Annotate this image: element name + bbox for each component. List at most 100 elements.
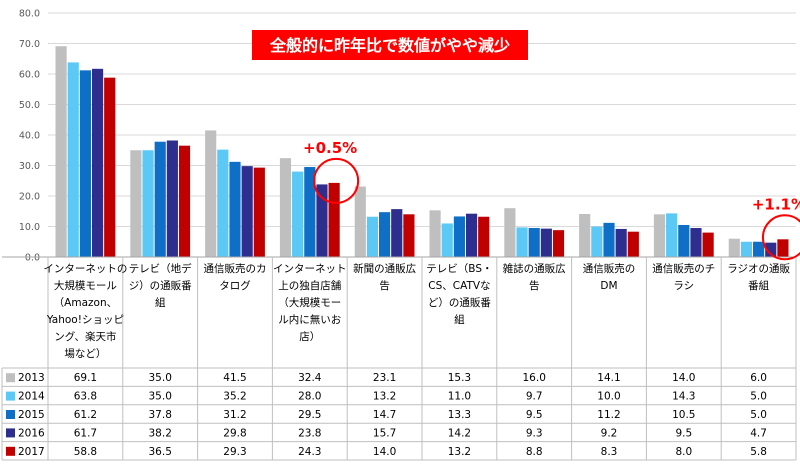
data-label: 8.3 [601, 446, 618, 458]
data-label: 35.0 [149, 391, 172, 403]
bar-2014 [516, 227, 528, 257]
bar-2016 [241, 166, 253, 257]
data-label: 16.0 [523, 372, 546, 384]
bar-2015 [229, 161, 241, 257]
y-tick-label: 20.0 [19, 192, 40, 203]
bar-2017 [253, 167, 265, 257]
bar-2016 [166, 140, 178, 257]
x-tick-label: ど）の通販番 [428, 297, 491, 309]
bar-2017 [328, 182, 340, 257]
bar-2017 [104, 77, 116, 257]
x-tick-label: 通信販売のチ [652, 262, 715, 275]
x-tick-label: 通信販売のカ [204, 262, 267, 275]
bar-2016 [316, 184, 328, 257]
x-tick-label: 組 [155, 296, 166, 309]
data-label: 29.3 [223, 446, 246, 458]
x-tick-label: テレビ（地デ [129, 262, 192, 275]
legend-label: 2015 [18, 409, 45, 421]
bar-2015 [453, 216, 465, 257]
bar-2014 [740, 241, 753, 257]
x-tick-label: 場など） [64, 347, 106, 360]
data-label: 28.0 [298, 391, 321, 403]
bar-2014 [441, 223, 453, 257]
x-tick-label: インターネットの [43, 263, 127, 275]
banner-annotation-box [252, 30, 528, 60]
data-label: 63.8 [74, 391, 97, 403]
data-label: 13.2 [373, 391, 396, 403]
data-label: 14.7 [373, 409, 396, 421]
bar-2016 [690, 228, 702, 257]
bar-2016 [615, 228, 627, 257]
bar-2016 [465, 213, 478, 257]
data-label: 9.7 [526, 391, 543, 403]
legend-label: 2013 [18, 372, 45, 384]
x-tick-label: （Amazon、 [54, 297, 117, 309]
bar-2013 [579, 213, 591, 257]
data-label: 61.7 [74, 427, 97, 439]
bar-2013 [55, 46, 67, 258]
data-label: 35.2 [223, 391, 246, 403]
data-label: 69.1 [74, 372, 97, 384]
bar-2013 [653, 214, 666, 257]
legend-key-2014 [6, 391, 15, 401]
bar-2017 [403, 214, 415, 257]
y-tick-label: 80.0 [19, 9, 40, 20]
x-tick-label: 雑誌の通販広 [503, 262, 566, 275]
x-tick-label: 番組 [748, 279, 769, 292]
x-tick-label: 大規模モール [54, 279, 117, 292]
data-label: 23.8 [298, 427, 321, 439]
data-label: 10.5 [672, 409, 695, 421]
x-tick-label: ラシ [673, 280, 694, 292]
y-tick-label: 10.0 [19, 222, 40, 233]
bar-2014 [666, 213, 678, 257]
bar-2016 [91, 68, 104, 257]
x-tick-label: （大規模モー [278, 296, 341, 309]
data-label: 8.0 [675, 446, 692, 458]
data-label: 36.5 [149, 446, 172, 458]
bar-2013 [205, 130, 217, 257]
data-label: 41.5 [223, 372, 246, 384]
y-tick-label: 70.0 [19, 39, 40, 50]
x-tick-label: ジ）の通販番 [129, 280, 192, 292]
data-label: 9.2 [601, 427, 618, 439]
x-tick-label: テレビ（BS・ [426, 263, 492, 275]
data-label: 38.2 [149, 427, 172, 439]
data-label: 14.1 [597, 372, 620, 384]
data-label: 37.8 [149, 409, 172, 421]
x-tick-label: CS、CATVな [428, 280, 490, 292]
bar-2017 [702, 232, 714, 257]
data-label: 5.0 [750, 391, 767, 403]
data-label: 4.7 [750, 427, 767, 439]
y-tick-label: 30.0 [19, 161, 40, 172]
data-label: 13.2 [448, 446, 471, 458]
legend-key-2013 [6, 373, 15, 383]
data-label: 13.3 [448, 409, 471, 421]
bar-2013 [728, 238, 740, 257]
bar-2014 [292, 171, 304, 257]
data-label: 15.7 [373, 427, 396, 439]
bar-2014 [67, 62, 79, 257]
data-label: 23.1 [373, 372, 396, 384]
data-label: 14.0 [672, 372, 695, 384]
x-tick-label: 通信販売の [583, 262, 636, 275]
bar-2014 [217, 149, 229, 257]
data-label: 9.5 [526, 409, 543, 421]
legend-label: 2016 [18, 427, 45, 439]
bar-2015 [154, 141, 166, 257]
data-label: 58.8 [74, 446, 97, 458]
x-tick-label: 組 [454, 313, 465, 326]
data-label: 5.8 [750, 446, 767, 458]
bar-2015 [678, 224, 690, 257]
legend-key-2016 [6, 428, 15, 438]
callout-label: +0.5% [303, 139, 357, 157]
data-label: 14.2 [448, 427, 471, 439]
callout-circle [761, 214, 800, 261]
legend-key-2015 [6, 410, 15, 419]
bar-2016 [765, 242, 777, 257]
bar-2017 [478, 216, 490, 257]
data-label: 15.3 [448, 372, 471, 384]
data-label: 14.3 [672, 391, 695, 403]
bar-2015 [79, 70, 91, 257]
data-label: 5.0 [750, 409, 767, 421]
